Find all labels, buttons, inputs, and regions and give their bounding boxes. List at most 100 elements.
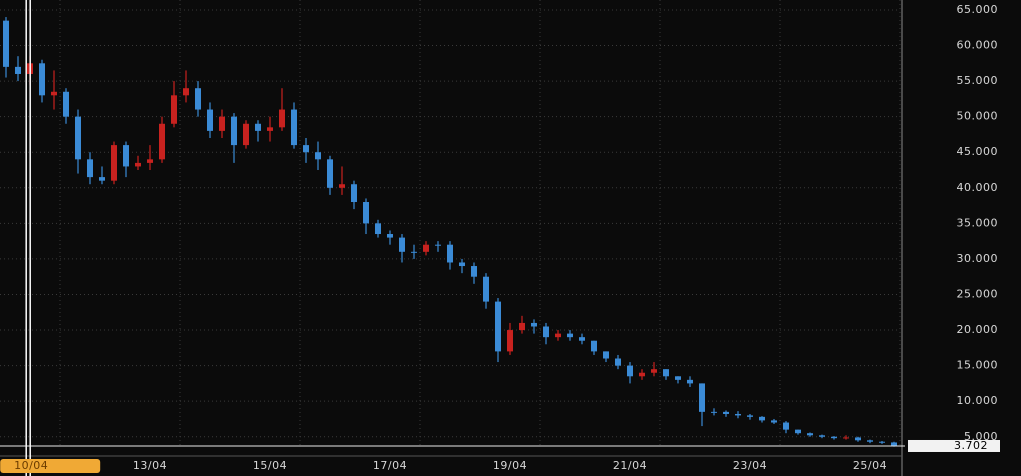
candle-body: [843, 437, 849, 439]
y-tick-label: 30.000: [957, 252, 999, 265]
y-tick-label: 50.000: [957, 110, 999, 123]
candle-body: [471, 266, 477, 277]
candle-body: [735, 413, 741, 416]
candle-body: [711, 411, 717, 413]
y-tick-label: 5.000: [964, 430, 998, 443]
candle-body: [891, 442, 897, 446]
candle-body: [807, 433, 813, 436]
crosshair-box: [0, 459, 101, 473]
last-price-label: 3.702: [954, 439, 988, 452]
candle-body: [135, 162, 141, 167]
candle-body: [819, 435, 825, 437]
candle-body: [687, 379, 693, 384]
candle-body: [723, 411, 729, 414]
candle-body: [147, 159, 153, 163]
candle-body: [603, 351, 609, 359]
last-price-box: [908, 439, 1000, 452]
candle-body: [531, 322, 537, 327]
candle-body: [207, 109, 213, 131]
x-tick-label: 25/04: [853, 459, 887, 472]
x-tick-label: 19/04: [493, 459, 527, 472]
candle-body: [99, 177, 105, 181]
candle-body: [411, 251, 417, 253]
candle-body: [627, 365, 633, 377]
candle-body: [255, 123, 261, 131]
candle-body: [339, 184, 345, 188]
candle-body: [771, 420, 777, 423]
candle-body: [699, 383, 705, 412]
candle-body: [375, 223, 381, 235]
candle-body: [555, 333, 561, 338]
candle-body: [303, 145, 309, 153]
x-tick-label: 21/04: [613, 459, 647, 472]
candle-body: [351, 184, 357, 203]
y-tick-label: 60.000: [957, 39, 999, 52]
crosshair-label: 10/04: [14, 459, 48, 472]
candle-body: [111, 145, 117, 181]
candle-body: [3, 20, 9, 67]
candle-body: [831, 436, 837, 439]
candle-body: [195, 88, 201, 110]
y-tick-label: 55.000: [957, 74, 999, 87]
candle-body: [423, 244, 429, 252]
candle-body: [279, 109, 285, 128]
candle-body: [159, 123, 165, 160]
candle-body: [543, 326, 549, 338]
candle-body: [75, 116, 81, 160]
candle-body: [51, 91, 57, 96]
x-tick-label: 13/04: [133, 459, 167, 472]
candle-body: [183, 88, 189, 96]
candle-body: [267, 127, 273, 131]
candle-body: [435, 244, 441, 246]
candle-body: [507, 330, 513, 352]
y-tick-label: 35.000: [957, 216, 999, 229]
x-tick-label: 15/04: [253, 459, 287, 472]
candle-body: [171, 95, 177, 124]
y-tick-label: 10.000: [957, 394, 999, 407]
candle-body: [483, 276, 489, 302]
candle-body: [579, 337, 585, 341]
candle-body: [327, 159, 333, 188]
candle-body: [651, 369, 657, 373]
candle-body: [747, 415, 753, 417]
candle-body: [243, 123, 249, 146]
candle-body: [867, 440, 873, 442]
candle-body: [87, 159, 93, 178]
candle-body: [639, 372, 645, 377]
y-tick-label: 40.000: [957, 181, 999, 194]
candle-body: [387, 234, 393, 238]
x-tick-label: 23/04: [733, 459, 767, 472]
candle-body: [663, 369, 669, 377]
candle-body: [291, 109, 297, 146]
candle-body: [759, 416, 765, 421]
candle-body: [879, 441, 885, 443]
candle-body: [615, 358, 621, 366]
y-tick-label: 15.000: [957, 359, 999, 372]
candle-body: [783, 422, 789, 430]
candle-body: [495, 301, 501, 352]
candle-body: [567, 333, 573, 338]
candle-body: [459, 262, 465, 267]
candle-body: [795, 429, 801, 434]
y-tick-label: 20.000: [957, 323, 999, 336]
candle-body: [675, 376, 681, 380]
y-tick-label: 65.000: [957, 3, 999, 16]
candle-body: [855, 437, 861, 441]
candle-body: [15, 66, 21, 74]
x-tick-label: 17/04: [373, 459, 407, 472]
candle-body: [519, 322, 525, 331]
y-tick-label: 25.000: [957, 287, 999, 300]
candle-body: [63, 91, 69, 117]
candle-body: [123, 145, 129, 167]
candle-body: [231, 116, 237, 146]
y-tick-label: 45.000: [957, 145, 999, 158]
candle-body: [447, 244, 453, 263]
candle-body: [399, 237, 405, 252]
candle-body: [219, 116, 225, 131]
candle-body: [591, 340, 597, 352]
candle-body: [363, 202, 369, 224]
candle-body: [315, 152, 321, 160]
candle-body: [39, 63, 45, 96]
